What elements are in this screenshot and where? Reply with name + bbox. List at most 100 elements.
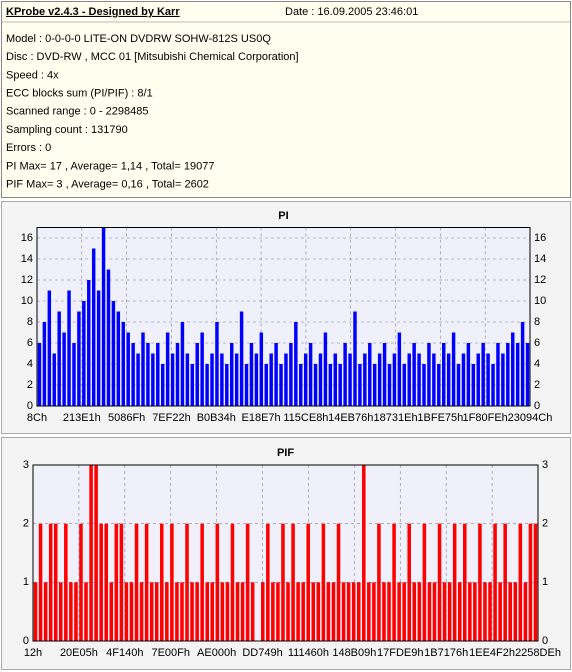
- bar: [154, 582, 159, 641]
- bar: [377, 353, 382, 406]
- x-tick-label: 12h: [24, 647, 42, 659]
- bar: [126, 332, 130, 406]
- bar: [94, 465, 98, 641]
- bar: [64, 523, 68, 641]
- bar: [294, 322, 298, 406]
- bar: [220, 582, 225, 641]
- bar: [372, 364, 377, 406]
- bar: [205, 582, 209, 641]
- bar: [141, 332, 145, 406]
- bar: [476, 353, 480, 406]
- bar: [116, 311, 121, 406]
- bar: [382, 582, 386, 641]
- bar: [57, 311, 61, 406]
- bar: [104, 523, 108, 641]
- bar: [407, 523, 411, 641]
- bar: [397, 582, 401, 641]
- x-tick-label: 14EB76h: [328, 412, 373, 424]
- bar: [456, 364, 461, 406]
- bar: [210, 582, 215, 641]
- bar: [235, 582, 240, 641]
- bar: [129, 582, 134, 641]
- bar: [190, 364, 195, 406]
- y-tick-label: 0: [27, 400, 33, 412]
- bar: [461, 353, 466, 406]
- app-title: KProbe v2.4.3 - Designed by Karr: [6, 6, 180, 18]
- bar: [496, 343, 500, 406]
- x-tick-label: 115CE8h: [283, 412, 328, 424]
- info-line: Speed : 4x: [6, 69, 59, 81]
- bar: [200, 332, 204, 406]
- y-tick-label-right: 2: [542, 518, 548, 530]
- x-tick-label: 17FDE9h: [377, 647, 423, 659]
- bar: [498, 582, 502, 641]
- info-line: PI Max= 17 , Average= 1,14 , Total= 1907…: [6, 160, 214, 172]
- bar: [437, 523, 442, 641]
- x-tick-label: 111460h: [288, 647, 329, 659]
- bar: [341, 582, 346, 641]
- chart-title: PI: [278, 210, 288, 222]
- bar: [77, 311, 81, 406]
- bar: [134, 523, 139, 641]
- bar: [432, 353, 436, 406]
- bar: [446, 353, 451, 406]
- x-tick-label: 5086Fh: [108, 412, 145, 424]
- bar: [299, 364, 303, 406]
- y-tick-label-right: 6: [534, 337, 540, 349]
- bar: [239, 311, 244, 406]
- bar: [220, 353, 224, 406]
- y-tick-label-right: 1: [542, 576, 548, 588]
- info-line: PIF Max= 3 , Average= 0,16 , Total= 2602: [6, 179, 209, 191]
- bar: [318, 353, 323, 406]
- bar: [146, 343, 150, 406]
- bar: [286, 582, 290, 641]
- bar: [276, 582, 280, 641]
- bar: [422, 364, 426, 406]
- bar: [511, 332, 515, 406]
- bar: [261, 582, 265, 641]
- bar: [101, 227, 106, 406]
- x-tick-label: 23094Ch: [508, 412, 553, 424]
- plot-area: [37, 227, 530, 406]
- bar: [62, 332, 66, 406]
- x-tick-label: 1EE4F2h: [469, 647, 515, 659]
- bar: [139, 582, 144, 641]
- bar: [210, 353, 214, 406]
- bar: [316, 582, 321, 641]
- scan-date: Date : 16.09.2005 23:46:01: [285, 6, 418, 18]
- bar: [417, 582, 422, 641]
- bar: [377, 523, 381, 641]
- bar: [215, 523, 220, 641]
- bar: [473, 582, 477, 641]
- bar: [481, 343, 485, 406]
- bar: [289, 343, 293, 406]
- bar: [205, 364, 209, 406]
- bar: [254, 353, 259, 406]
- bar: [412, 343, 416, 406]
- bar: [119, 523, 124, 641]
- bar: [402, 582, 406, 641]
- bar: [215, 322, 219, 406]
- bar: [422, 523, 427, 641]
- bar: [402, 364, 407, 406]
- bar: [392, 523, 396, 641]
- info-panel: [1, 1, 571, 198]
- bar: [264, 364, 268, 406]
- bar: [468, 582, 472, 641]
- bar: [225, 364, 229, 406]
- y-tick-label: 3: [23, 459, 29, 471]
- bar: [175, 582, 179, 641]
- y-tick-label-right: 0: [534, 400, 540, 412]
- bar: [165, 332, 170, 406]
- x-tick-label: DD749h: [242, 647, 282, 659]
- bar: [230, 523, 235, 641]
- bar: [170, 353, 175, 406]
- bar: [321, 523, 326, 641]
- x-tick-label: 7E00Fh: [151, 647, 190, 659]
- bar: [250, 582, 255, 641]
- x-tick-label: 1F80FEh: [463, 412, 508, 424]
- bar: [180, 582, 184, 641]
- bar: [91, 248, 96, 406]
- bar: [471, 364, 476, 406]
- bar: [351, 582, 356, 641]
